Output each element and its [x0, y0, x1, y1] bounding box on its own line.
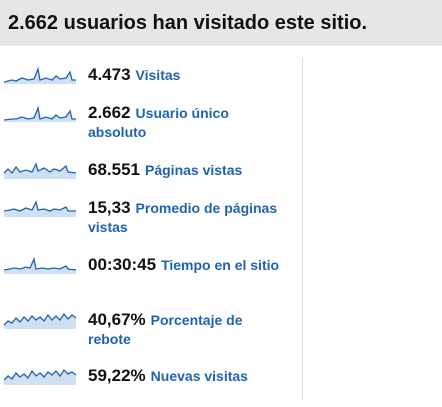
stat-label: Tiempo en el sitio: [161, 257, 280, 273]
stat-text: 2.662 Usuario único absoluto: [88, 104, 288, 142]
stat-text: 4.473 Visitas: [88, 66, 288, 85]
sparkline-area: [4, 259, 76, 274]
stat-label: Visitas: [135, 67, 181, 83]
stat-row: 4.473 Visitas: [0, 66, 300, 106]
sparkline-line: [4, 368, 77, 381]
sparkline-line: [4, 105, 76, 121]
stat-row: 40,67% Porcentaje de rebote: [0, 311, 300, 351]
stat-text: 00:30:45 Tiempo en el sitio: [88, 256, 288, 275]
stat-value: 2.662: [88, 103, 131, 122]
stat-label: Páginas vistas: [145, 162, 243, 178]
sparkline-area: [4, 164, 76, 179]
stat-label: Porcentaje de rebote: [88, 312, 243, 347]
stat-value: 15,33: [88, 198, 131, 217]
sparkline-line: [4, 66, 76, 83]
sparkline: [4, 368, 77, 385]
stat-row: 15,33 Promedio de páginas vistas: [0, 199, 300, 239]
stat-text: 59,22% Nuevas visitas: [88, 367, 288, 386]
header: 2.662 usuarios han visitado este sitio.: [0, 0, 442, 46]
sparkline: [4, 162, 77, 179]
column-separator: [302, 58, 303, 400]
stat-text: 68.551 Páginas vistas: [88, 161, 288, 180]
sparkline: [4, 312, 77, 329]
sparkline-area: [4, 108, 76, 122]
sparkline-area: [4, 69, 76, 84]
header-title: 2.662 usuarios han visitado este sitio.: [8, 12, 368, 34]
sparkline-line: [4, 312, 77, 326]
sparkline-area: [4, 202, 76, 217]
sparkline-line: [4, 200, 76, 212]
sparkline: [4, 200, 76, 217]
stat-text: 40,67% Porcentaje de rebote: [88, 311, 288, 349]
stat-value: 00:30:45: [88, 255, 157, 274]
stat-label: Nuevas visitas: [150, 368, 248, 384]
sparkline-line: [4, 256, 77, 271]
stat-text: 15,33 Promedio de páginas vistas: [88, 199, 288, 237]
stat-value: 68.551: [88, 160, 140, 179]
stat-value: 40,67%: [88, 310, 146, 329]
stat-row: 00:30:45 Tiempo en el sitio: [0, 256, 300, 296]
sparkline: [4, 66, 76, 84]
stat-value: 4.473: [88, 65, 131, 84]
stat-value: 59,22%: [88, 366, 146, 385]
sparkline: [4, 256, 77, 274]
stat-row: 59,22% Nuevas visitas: [0, 367, 300, 407]
stat-label: Usuario único absoluto: [88, 105, 229, 140]
stat-row: 68.551 Páginas vistas: [0, 161, 300, 201]
stat-label: Promedio de páginas vistas: [88, 200, 278, 235]
sparkline-area: [4, 314, 76, 329]
sparkline-line: [4, 162, 77, 175]
stat-row: 2.662 Usuario único absoluto: [0, 104, 300, 144]
sparkline: [4, 105, 76, 122]
